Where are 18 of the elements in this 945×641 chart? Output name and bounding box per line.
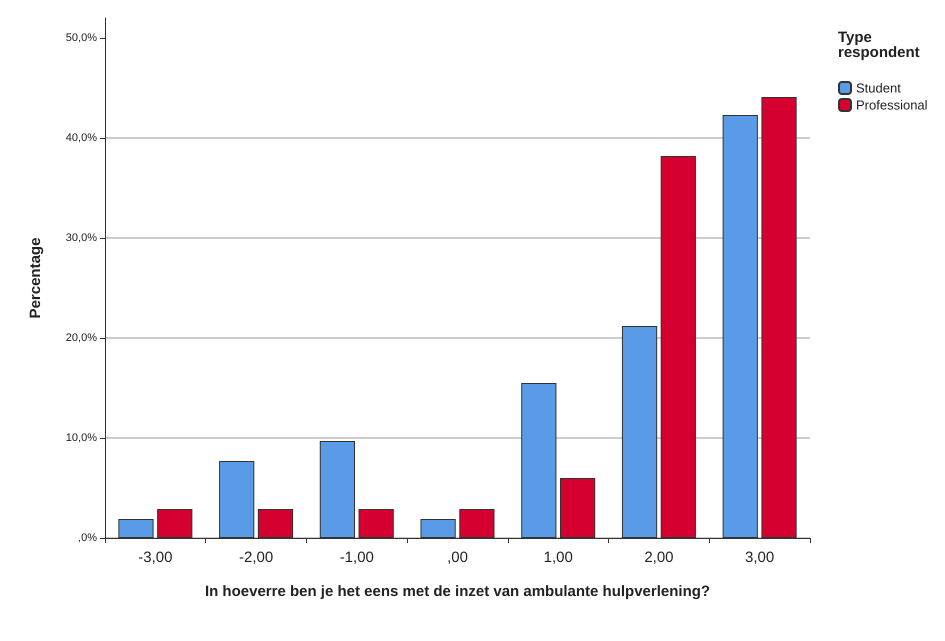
y-tick-label: 10,0% <box>66 432 98 444</box>
legend-title: Type respondent <box>838 29 920 61</box>
y-tick-label: 30,0% <box>66 232 98 244</box>
legend-label: Student <box>856 80 902 96</box>
x-tick-label: ,00 <box>447 549 468 566</box>
x-tick-label: 3,00 <box>745 549 774 566</box>
legend-label: Professional <box>856 98 928 112</box>
y-tick-label: ,0% <box>78 532 98 544</box>
y-tick-label: 40,0% <box>66 132 98 144</box>
x-tick-label: 2,00 <box>644 549 674 566</box>
x-tick-label: 1,00 <box>544 549 573 566</box>
x-axis-title: In hoeverre ben je het eens met de inzet van ambulante hulpverlening? <box>204 583 710 600</box>
y-tick-label: 20,0% <box>66 332 98 344</box>
x-tick-label: -2,00 <box>238 549 274 566</box>
x-tick-label: -1,00 <box>340 549 374 566</box>
x-tick-label: -3,00 <box>138 549 172 566</box>
y-tick-label: 50,0% <box>66 32 98 44</box>
y-axis-title: Percentage <box>27 238 44 318</box>
